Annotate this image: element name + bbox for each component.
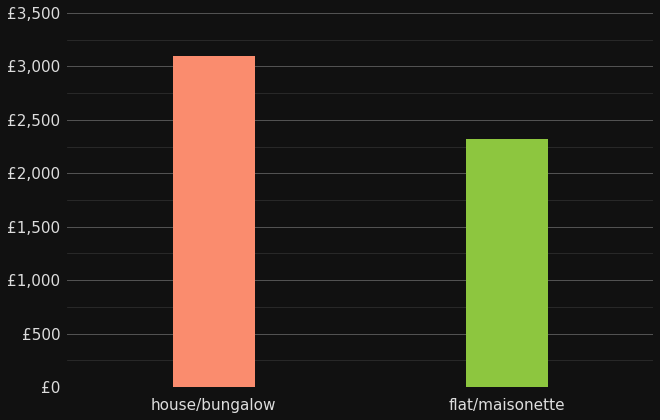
Bar xyxy=(465,139,548,387)
Bar xyxy=(173,56,255,387)
